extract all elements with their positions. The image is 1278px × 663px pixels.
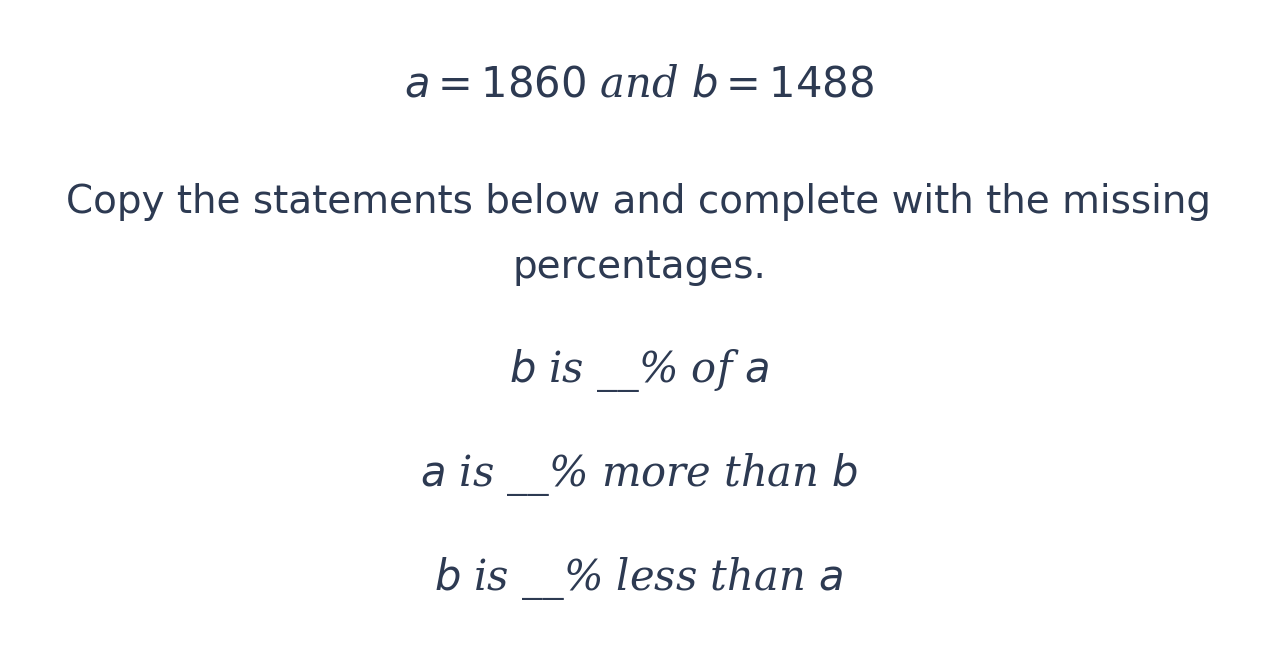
Text: $b$ is __% less than $a$: $b$ is __% less than $a$ bbox=[435, 555, 843, 601]
Text: Copy the statements below and complete with the missing: Copy the statements below and complete w… bbox=[66, 183, 1212, 221]
Text: $a$ is __% more than $b$: $a$ is __% more than $b$ bbox=[420, 451, 858, 498]
Text: $a = 1860$ and $b = 1488$: $a = 1860$ and $b = 1488$ bbox=[404, 64, 874, 106]
Text: $b$ is __% of $a$: $b$ is __% of $a$ bbox=[509, 347, 769, 394]
Text: percentages.: percentages. bbox=[512, 247, 766, 286]
